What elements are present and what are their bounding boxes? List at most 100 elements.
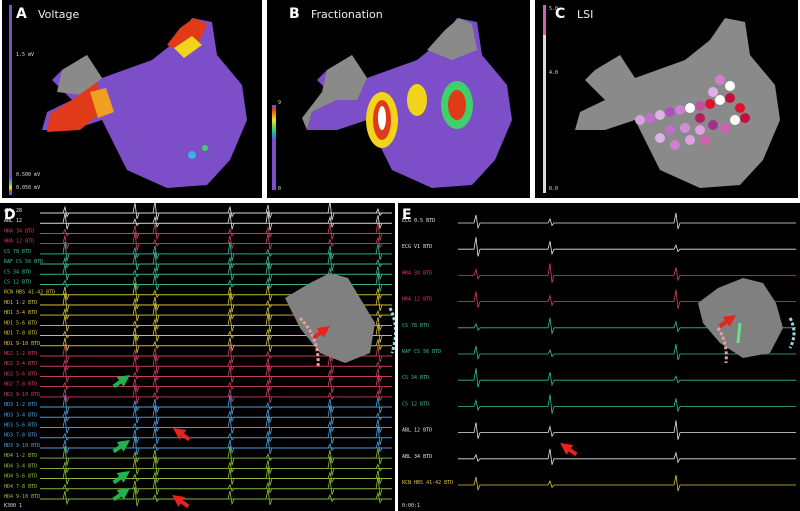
electrogram-trace: [40, 213, 392, 230]
channel-label: HD2 5-6 BTD: [4, 371, 37, 377]
electrogram-trace: [40, 427, 392, 444]
electrogram-trace: [40, 405, 392, 425]
electrogram-trace: [40, 366, 392, 383]
left-atrium-shape: [575, 18, 780, 188]
panel-b-fractionation-map: B Fractionation 9 0: [267, 0, 530, 198]
fractionation-scale-top: 9: [278, 100, 282, 106]
panel-title-fractionation: Fractionation: [311, 8, 383, 21]
electrogram-trace: [40, 456, 392, 476]
panel-d-electrograms: aVL 28 ABL 12 HRA 34 BTD HRA 12 BTD CS 78 BT…: [0, 203, 395, 511]
electrogram-trace: [40, 446, 392, 466]
voltage-scale-mid: 0.500 mV: [16, 172, 41, 178]
electrogram-trace: [458, 448, 796, 465]
channel-label: HD2 7-8 BTD: [4, 382, 37, 388]
electrogram-trace: [40, 466, 392, 486]
electrogram-trace: [40, 374, 392, 394]
electrogram-trace: [40, 203, 392, 221]
scar-spot: [188, 151, 196, 159]
pulmonary-vein-gray: [302, 55, 367, 130]
electrogram-trace: [458, 289, 796, 309]
channel-label: ABL 12: [4, 218, 22, 224]
electrogram-trace: [458, 212, 796, 230]
channel-label: CS 12 BTD: [4, 280, 31, 286]
electrogram-trace: [40, 203, 392, 221]
electrogram-trace: [40, 386, 392, 404]
pulmonary-vein-gray: [57, 55, 102, 95]
channel-label: HD3 5-6 BTD: [4, 423, 37, 429]
channel-label: HD4 9-10 BTD: [4, 494, 40, 500]
voltage-scale-gradient: [9, 178, 12, 192]
electrogram-trace: [40, 476, 392, 497]
channel-label: HD2 1-2 BTD: [4, 351, 37, 357]
channel-label: HD1 3-4 BTD: [4, 310, 37, 316]
ablation-lesion-dots: [635, 75, 750, 150]
electrogram-traces-d: aVL 28 ABL 12 HRA 34 BTD HRA 12 BTD CS 78 BT…: [4, 203, 395, 509]
lsi-scale-mid: 4.0: [549, 70, 559, 76]
lsi-scale-top: 5.0: [549, 6, 559, 12]
electrogram-trace: [40, 486, 392, 507]
inset-atrium-e: [698, 278, 796, 364]
channel-label: HD3 1-2 BTD: [4, 402, 37, 408]
channel-label: ECG 0.5 BTD: [402, 218, 435, 224]
voltage-map-figure: [9, 5, 247, 195]
channel-label: HD4 7-8 BTD: [4, 484, 37, 490]
channel-label: HRA 12 BTD: [402, 297, 432, 303]
electrogram-trace: [458, 368, 796, 388]
electrogram-trace: [40, 376, 392, 393]
fractionation-scale-gradient: [272, 108, 276, 138]
electrogram-trace: [40, 415, 392, 435]
green-arrow: [112, 471, 130, 485]
channel-label: HRA 34 BTD: [4, 228, 34, 234]
voltage-scale-bar: [9, 5, 12, 195]
channel-label: HD3 3-4 BTD: [4, 412, 37, 418]
panel-d-footer: K300 1: [4, 503, 23, 509]
channel-label: CS 12 BTD: [402, 401, 429, 407]
electrogram-trace: [40, 435, 392, 456]
channel-label: HD1 5-6 BTD: [4, 320, 37, 326]
appendage-yellow-region: [174, 36, 202, 58]
panel-c-lsi-map: C LSI 5.0 4.0 0.0: [535, 0, 798, 198]
channel-label: aVL 28: [4, 208, 22, 214]
electrogram-trace: [40, 343, 392, 364]
electrogram-trace: [458, 237, 796, 257]
electrogram-trace: [40, 252, 392, 272]
channel-label: HD1 1-2 BTD: [4, 300, 37, 306]
channel-label: CS 34 BTD: [402, 375, 429, 381]
electrogram-trace: [40, 354, 392, 374]
electrogram-trace: [458, 420, 796, 440]
voltage-scale-bottom: 0.050 mV: [16, 185, 41, 191]
appendage-red-region: [167, 18, 207, 52]
electrogram-trace: [40, 364, 392, 384]
electrogram-trace: [40, 211, 392, 231]
panel-a-voltage-map: A Voltage 1.5 mV 0.500 mV 0.050 mV: [2, 0, 262, 198]
lsi-scale-magenta: [543, 5, 546, 35]
channel-label: RCN HBS 41-42 BTD: [402, 480, 453, 486]
channel-label: HD3 9-10 BTD: [4, 443, 40, 449]
electrogram-trace: [40, 437, 392, 455]
electrogram-trace: [40, 425, 392, 446]
electrogram-trace: [40, 395, 392, 415]
channel-label: HD1 7-8 BTD: [4, 331, 37, 337]
fractionation-yellow-zone: [407, 84, 427, 116]
red-arrow: [173, 428, 191, 442]
voltage-scale-top: 1.5 mV: [16, 52, 35, 58]
electrogram-trace: [40, 241, 392, 262]
green-arrow: [112, 488, 130, 502]
red-arrow: [718, 315, 736, 329]
fractionation-scale-bottom: 0: [278, 186, 282, 192]
panel-letter-b: B: [289, 6, 300, 22]
panel-letter-c: C: [555, 6, 566, 22]
electrogram-trace: [458, 343, 796, 361]
panel-letter-a: A: [16, 6, 27, 22]
low-voltage-red-region: [47, 82, 104, 132]
electrogram-trace: [40, 384, 392, 405]
channel-label: HD2 9-10 BTD: [4, 392, 40, 398]
panel-title-voltage: Voltage: [38, 8, 80, 21]
electrogram-traces-e: ECG 0.5 BTD ECG V1 BTD HRA 34 BTD HRA 12 BT…: [402, 212, 796, 492]
channel-label: HD4 5-6 BTD: [4, 474, 37, 480]
green-arrow: [112, 375, 130, 389]
panel-letter-d: D: [4, 207, 16, 223]
electrogram-trace: [40, 468, 392, 485]
panel-e-footer: 0:00:1: [402, 503, 421, 509]
channel-label: HRA 12 BTD: [4, 239, 34, 245]
